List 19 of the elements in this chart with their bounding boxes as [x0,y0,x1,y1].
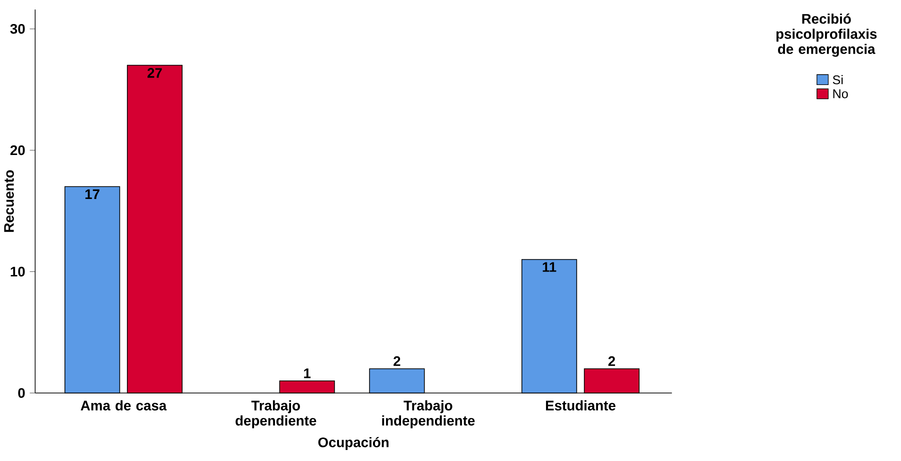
x-axis-title: Ocupación [318,436,388,450]
legend-title: Recibió psicolprofilaxis de emergencia [776,13,877,57]
data-label: 11 [542,262,556,272]
legend-label: No [833,89,848,98]
y-tick-label: 10 [10,266,25,277]
y-tick-label: 30 [10,24,25,34]
x-tick-label: Ama de casa [80,400,167,410]
data-label: 2 [394,356,400,366]
data-label: 27 [148,68,162,78]
data-label: 1 [304,368,311,378]
x-tick-label: Estudiante [546,400,616,410]
y-axis-title: Recuento [4,170,14,232]
y-tick-label: 0 [18,388,25,398]
y-tick-label: 20 [10,145,25,156]
x-tick-label: Trabajo dependiente [236,400,316,428]
legend-label: Si [832,75,843,84]
data-label: 2 [608,356,616,366]
x-tick-label: Trabajo independiente [382,400,475,428]
data-label: 17 [85,189,100,199]
